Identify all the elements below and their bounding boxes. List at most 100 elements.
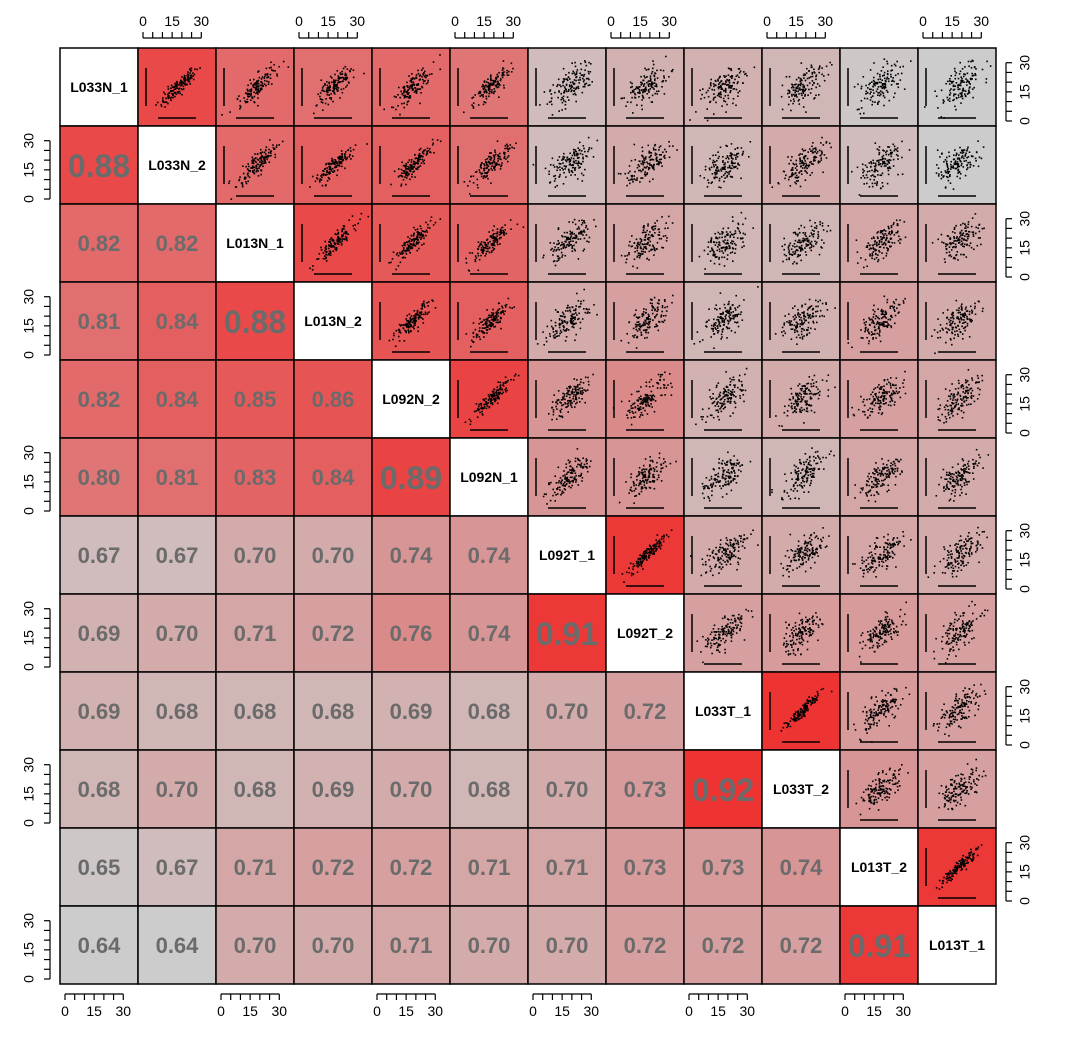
scatter-point (878, 251, 881, 253)
scatter-point (876, 170, 879, 172)
scatter-point (652, 166, 654, 168)
scatter-point (725, 144, 727, 147)
scatter-point (813, 156, 815, 158)
scatter-point (954, 77, 957, 80)
scatter-point (557, 247, 560, 249)
scatter-point (654, 72, 656, 74)
scatter-point (326, 251, 328, 253)
scatter-point (562, 78, 565, 80)
scatter-point (969, 77, 972, 80)
scatter-point (641, 243, 644, 245)
scatter-point (480, 247, 483, 249)
scatter-point (558, 326, 561, 329)
scatter-point (574, 223, 577, 226)
scatter-point (423, 72, 425, 74)
scatter-point (322, 173, 324, 176)
scatter-point (671, 301, 673, 304)
scatter-point (869, 93, 871, 95)
scatter-point (959, 92, 961, 95)
scatter-point (489, 328, 491, 330)
scatter-point (709, 168, 711, 171)
scatter-point (730, 143, 733, 145)
scatter-point (332, 163, 334, 165)
scatter-point (403, 96, 406, 99)
scatter-point (401, 102, 403, 105)
scatter-point (500, 164, 503, 167)
scatter-point (941, 174, 943, 176)
scatter-point (953, 93, 955, 95)
scatter-point (327, 162, 329, 165)
scatter-point (567, 243, 569, 246)
scatter-point (714, 232, 716, 235)
scatter-point (873, 179, 875, 181)
scatter-point (187, 75, 189, 78)
cell-bg (918, 48, 996, 126)
scatter-point (500, 236, 502, 239)
scatter-point (728, 68, 731, 70)
scatter-point (260, 158, 263, 161)
scatter-point (887, 80, 890, 83)
scatter-point (967, 80, 969, 82)
scatter-point (817, 68, 820, 71)
scatter-point (575, 79, 577, 82)
scatter-point (409, 247, 412, 249)
scatter-point (957, 163, 960, 165)
scatter-point (655, 85, 658, 88)
scatter-point (329, 172, 331, 175)
scatter-point (642, 85, 645, 87)
scatter-point (328, 82, 330, 85)
scatter-point (710, 182, 713, 184)
scatter-point (405, 249, 408, 252)
scatter-point (939, 156, 941, 158)
scatter-point (503, 157, 505, 160)
scatter-point (871, 185, 874, 188)
scatter-cell (527, 47, 607, 127)
scatter-point (324, 249, 326, 252)
scatter-point (810, 240, 813, 243)
scatter-point (343, 77, 345, 79)
scatter-point (162, 99, 164, 101)
scatter-point (800, 83, 802, 85)
scatter-point (324, 255, 326, 257)
scatter-point (968, 244, 971, 247)
scatter-point (487, 78, 489, 80)
scatter-point (872, 236, 875, 238)
cell-bg (294, 126, 372, 204)
scatter-point (980, 157, 983, 160)
scatter-cell (839, 47, 919, 127)
scatter-point (340, 162, 342, 164)
scatter-point (488, 86, 491, 89)
scatter-point (328, 168, 331, 171)
scatter-point (472, 107, 475, 109)
scatter-point (328, 244, 330, 246)
scatter-point (246, 101, 249, 103)
scatter-point (714, 154, 717, 156)
scatter-point (665, 310, 668, 312)
scatter-point (876, 148, 879, 150)
scatter-point (662, 235, 665, 238)
scatter-point (402, 327, 405, 329)
scatter-point (872, 251, 875, 253)
scatter-point (488, 314, 490, 316)
scatter-point (261, 151, 264, 153)
scatter-point (701, 93, 703, 96)
scatter-point (787, 156, 789, 158)
scatter-point (642, 248, 644, 250)
scatter-point (247, 169, 250, 172)
scatter-point (564, 103, 567, 106)
scatter-point (395, 253, 398, 256)
scatter-point (871, 257, 873, 260)
scatter-point (663, 319, 666, 322)
scatter-point (957, 77, 960, 80)
scatter-point (417, 84, 420, 86)
scatter-point (642, 250, 645, 253)
scatter-point (883, 246, 885, 249)
scatter-point (421, 230, 424, 232)
scatter-point (417, 239, 419, 241)
scatter-point (418, 241, 420, 244)
scatter-point (272, 146, 275, 149)
scatter-point (647, 318, 650, 321)
scatter-point (477, 186, 479, 189)
scatter-point (163, 91, 165, 94)
scatter-point (804, 160, 806, 162)
